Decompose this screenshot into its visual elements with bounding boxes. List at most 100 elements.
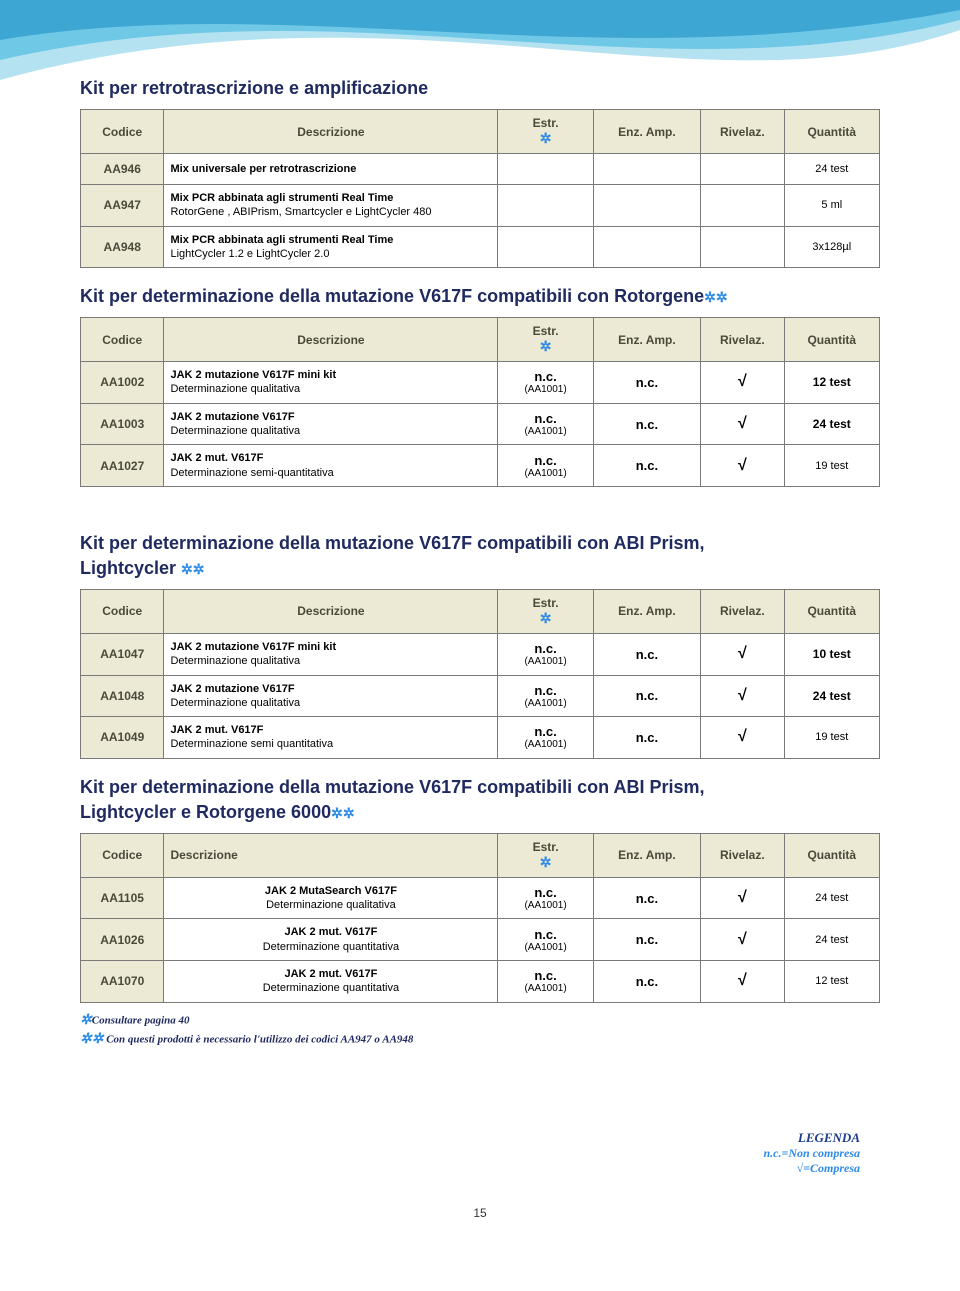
riv-cell: √ (701, 675, 784, 717)
enz-cell (593, 226, 700, 268)
table-row: AA947 Mix PCR abbinata agli strumenti Re… (81, 185, 880, 227)
desc-cell: JAK 2 mutazione V617F mini kitDeterminaz… (164, 362, 498, 404)
col-rivelaz: Rivelaz. (701, 833, 784, 877)
riv-cell: √ (701, 633, 784, 675)
qty-cell: 10 test (784, 633, 879, 675)
section1-table: Codice Descrizione Estr.✲ Enz. Amp. Rive… (80, 109, 880, 268)
riv-cell: √ (701, 919, 784, 961)
col-quantita: Quantità (784, 110, 879, 154)
qty-cell: 24 test (784, 154, 879, 185)
enz-cell: n.c. (593, 445, 700, 487)
section3-title-line1: Kit per determinazione della mutazione V… (80, 533, 880, 554)
star-icon: ✲ (540, 610, 552, 626)
double-star-icon: ✲✲ (181, 561, 204, 577)
enz-cell: n.c. (593, 362, 700, 404)
code-cell: AA1002 (81, 362, 164, 404)
qty-cell: 19 test (784, 717, 879, 759)
col-rivelaz: Rivelaz. (701, 589, 784, 633)
riv-cell: √ (701, 362, 784, 404)
qty-cell: 3x128µl (784, 226, 879, 268)
desc-cell: JAK 2 mutazione V617FDeterminazione qual… (164, 403, 498, 445)
col-enz: Enz. Amp. (593, 110, 700, 154)
code-cell: AA1003 (81, 403, 164, 445)
table-row: AA1003 JAK 2 mutazione V617FDeterminazio… (81, 403, 880, 445)
table-row: AA948 Mix PCR abbinata agli strumenti Re… (81, 226, 880, 268)
code-cell: AA1047 (81, 633, 164, 675)
legend-line2: √=Compresa (80, 1161, 860, 1176)
table-row: AA1070 JAK 2 mut. V617FDeterminazione qu… (81, 960, 880, 1002)
riv-cell: √ (701, 877, 784, 919)
riv-cell (701, 226, 784, 268)
code-cell: AA1105 (81, 877, 164, 919)
riv-cell: √ (701, 403, 784, 445)
estr-cell (498, 226, 593, 268)
col-rivelaz: Rivelaz. (701, 318, 784, 362)
star-icon: ✲ (540, 130, 552, 146)
estr-cell: n.c.(AA1001) (498, 403, 593, 445)
enz-cell: n.c. (593, 633, 700, 675)
legend-line1: n.c.=Non compresa (80, 1146, 860, 1161)
qty-cell: 19 test (784, 445, 879, 487)
table-row: AA1048 JAK 2 mutazione V617FDeterminazio… (81, 675, 880, 717)
riv-cell (701, 185, 784, 227)
code-cell: AA1049 (81, 717, 164, 759)
page-content: Kit per retrotrascrizione e amplificazio… (0, 0, 960, 1260)
col-descrizione: Descrizione (164, 833, 498, 877)
desc-cell: Mix PCR abbinata agli strumenti Real Tim… (164, 226, 498, 268)
estr-cell: n.c.(AA1001) (498, 445, 593, 487)
qty-cell: 24 test (784, 877, 879, 919)
enz-cell: n.c. (593, 877, 700, 919)
desc-cell: JAK 2 mutazione V617F mini kitDeterminaz… (164, 633, 498, 675)
desc-cell: JAK 2 mutazione V617FDeterminazione qual… (164, 675, 498, 717)
legend-box: LEGENDA n.c.=Non compresa √=Compresa (80, 1130, 880, 1176)
col-enz: Enz. Amp. (593, 589, 700, 633)
col-estr: Estr.✲ (498, 318, 593, 362)
enz-cell: n.c. (593, 960, 700, 1002)
riv-cell: √ (701, 445, 784, 487)
col-quantita: Quantità (784, 318, 879, 362)
double-star-icon: ✲✲ (80, 1032, 103, 1047)
col-estr: Estr.✲ (498, 833, 593, 877)
code-cell: AA946 (81, 154, 164, 185)
qty-cell: 12 test (784, 362, 879, 404)
table-row: AA1002 JAK 2 mutazione V617F mini kitDet… (81, 362, 880, 404)
enz-cell: n.c. (593, 919, 700, 961)
qty-cell: 24 test (784, 919, 879, 961)
section2-table: Codice Descrizione Estr.✲ Enz. Amp. Rive… (80, 317, 880, 487)
star-icon: ✲ (540, 854, 552, 870)
table-row: AA1027 JAK 2 mut. V617FDeterminazione se… (81, 445, 880, 487)
estr-cell (498, 154, 593, 185)
double-star-icon: ✲✲ (704, 289, 727, 305)
col-codice: Codice (81, 318, 164, 362)
desc-cell: Mix PCR abbinata agli strumenti Real Tim… (164, 185, 498, 227)
section4-table: Codice Descrizione Estr.✲ Enz. Amp. Rive… (80, 833, 880, 1003)
desc-cell: JAK 2 mut. V617FDeterminazione quantitat… (164, 960, 498, 1002)
col-descrizione: Descrizione (164, 318, 498, 362)
star-icon: ✲ (540, 338, 552, 354)
desc-cell: Mix universale per retrotrascrizione (164, 154, 498, 185)
estr-cell: n.c.(AA1001) (498, 633, 593, 675)
col-quantita: Quantità (784, 833, 879, 877)
table-row: AA1105 JAK 2 MutaSearch V617FDeterminazi… (81, 877, 880, 919)
enz-cell: n.c. (593, 675, 700, 717)
qty-cell: 24 test (784, 403, 879, 445)
qty-cell: 24 test (784, 675, 879, 717)
code-cell: AA1027 (81, 445, 164, 487)
code-cell: AA1048 (81, 675, 164, 717)
section4-title-line2: Lightcycler e Rotorgene 6000✲✲ (80, 802, 880, 823)
col-codice: Codice (81, 833, 164, 877)
riv-cell (701, 154, 784, 185)
qty-cell: 12 test (784, 960, 879, 1002)
estr-cell: n.c.(AA1001) (498, 919, 593, 961)
code-cell: AA947 (81, 185, 164, 227)
col-enz: Enz. Amp. (593, 318, 700, 362)
code-cell: AA1026 (81, 919, 164, 961)
table-row: AA1049 JAK 2 mut. V617FDeterminazione se… (81, 717, 880, 759)
code-cell: AA1070 (81, 960, 164, 1002)
legend-title: LEGENDA (80, 1130, 860, 1146)
col-rivelaz: Rivelaz. (701, 110, 784, 154)
enz-cell: n.c. (593, 717, 700, 759)
desc-cell: JAK 2 MutaSearch V617FDeterminazione qua… (164, 877, 498, 919)
estr-cell: n.c.(AA1001) (498, 675, 593, 717)
col-estr: Estr.✲ (498, 589, 593, 633)
